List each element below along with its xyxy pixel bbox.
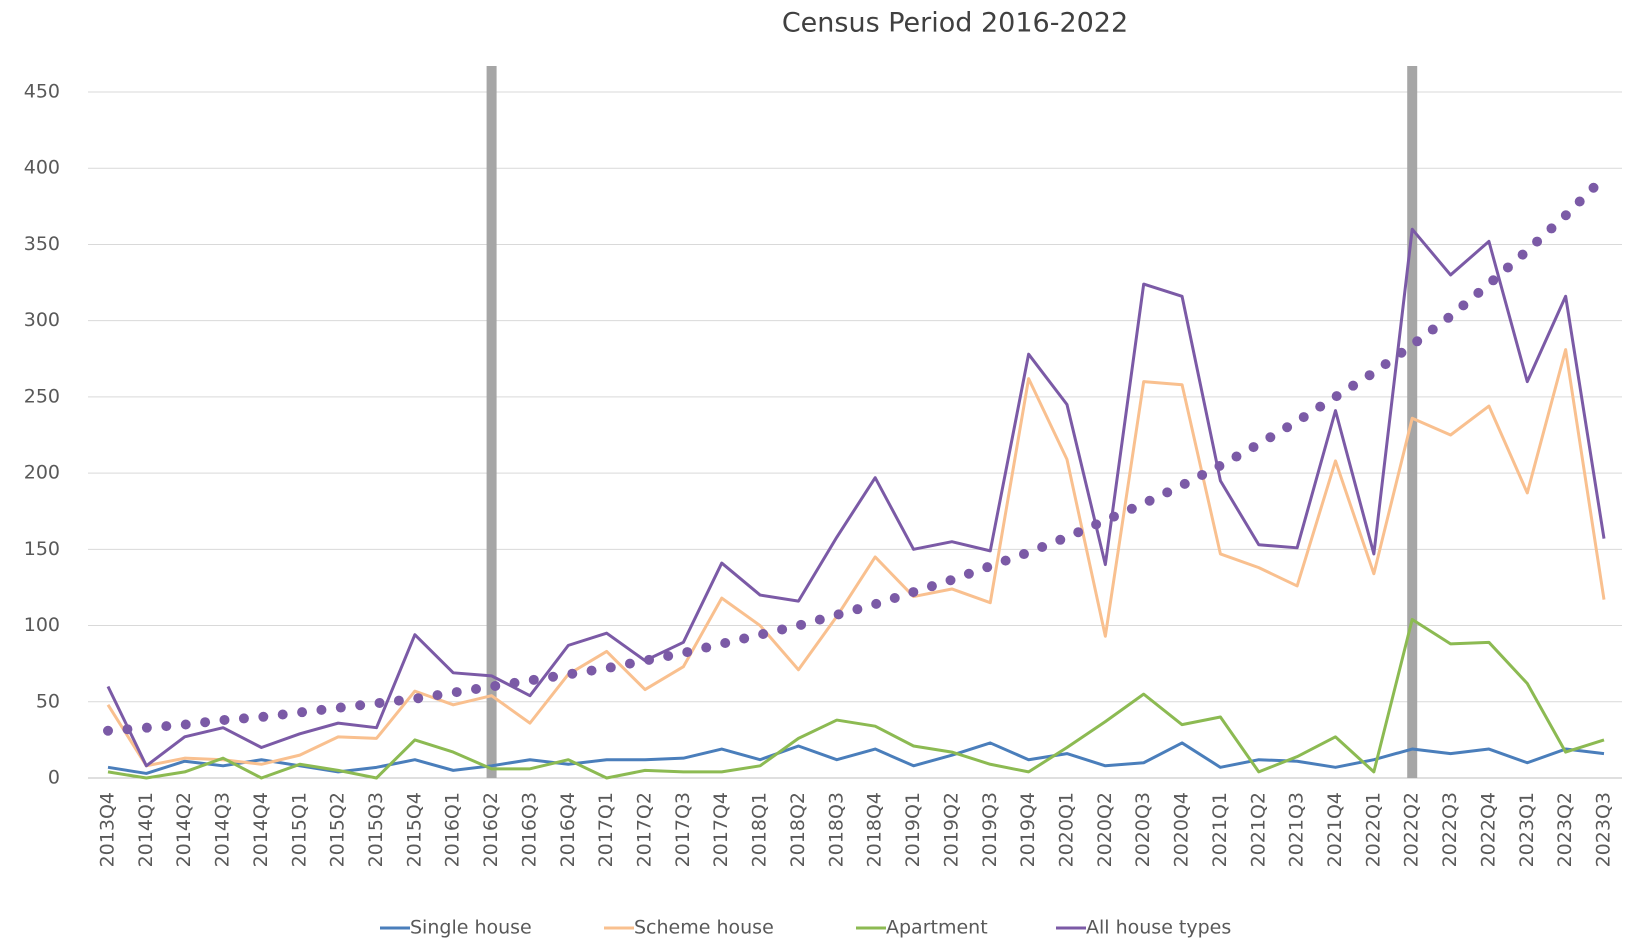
y-tick-label: 0 [48,767,60,789]
x-tick-label: 2023Q1 [1516,792,1538,867]
x-tick-label: 2016Q4 [557,792,579,867]
x-tick-label: 2021Q4 [1324,792,1346,867]
y-tick-label: 350 [24,233,60,255]
series-line [107,741,1605,775]
legend-label: Single house [410,917,532,939]
x-tick-label: 2014Q3 [212,792,234,867]
series-line [106,348,1606,768]
x-tick-label: 2020Q1 [1055,792,1077,867]
y-tick-label: 100 [24,614,60,636]
x-tick-label: 2020Q3 [1132,792,1154,867]
y-tick-label: 300 [24,309,60,331]
x-tick-label: 2021Q3 [1286,792,1308,867]
x-tick-label: 2016Q2 [480,792,502,867]
x-tick-label: 2023Q2 [1554,792,1576,867]
x-tick-label: 2018Q4 [864,792,886,867]
x-tick-label: 2022Q4 [1477,792,1499,867]
y-tick-label: 400 [24,157,60,179]
legend-label: All house types [1086,917,1231,939]
x-tick-label: 2015Q2 [327,792,349,867]
x-tick-label: 2021Q2 [1247,792,1269,867]
x-tick-label: 2015Q4 [403,792,425,867]
x-tick-label: 2014Q4 [250,792,272,867]
x-tick-label: 2020Q4 [1171,792,1193,867]
x-tick-label: 2018Q1 [749,792,771,867]
y-tick-label: 450 [24,81,60,103]
x-tick-label: 2017Q2 [634,792,656,867]
series-line [107,617,1605,780]
x-tick-label: 2017Q3 [672,792,694,867]
x-tick-label: 2020Q2 [1094,792,1116,867]
chart-title: Census Period 2016-2022 [782,8,1128,39]
x-tick-label: 2022Q2 [1401,792,1423,867]
x-tick-label: 2019Q3 [979,792,1001,867]
x-tick-label: 2019Q2 [940,792,962,867]
series-line [106,227,1606,768]
legend-label: Scheme house [634,917,774,939]
x-tick-label: 2014Q2 [173,792,195,867]
x-tick-label: 2018Q3 [825,792,847,867]
x-tick-label: 2019Q1 [902,792,924,867]
x-tick-label: 2022Q1 [1362,792,1384,867]
y-tick-label: 250 [24,385,60,407]
x-tick-label: 2019Q4 [1017,792,1039,867]
x-tick-label: 2023Q3 [1593,792,1615,867]
x-tick-label: 2015Q1 [288,792,310,867]
x-tick-label: 2021Q1 [1209,792,1231,867]
x-tick-label: 2018Q2 [787,792,809,867]
x-tick-label: 2016Q1 [442,792,464,867]
y-tick-label: 200 [24,462,60,484]
y-tick-label: 150 [24,538,60,560]
x-tick-label: 2014Q1 [135,792,157,867]
x-tick-label: 2017Q1 [595,792,617,867]
x-tick-label: 2022Q3 [1439,792,1461,867]
trendline [103,172,1609,736]
x-tick-label: 2016Q3 [518,792,540,867]
legend-label: Apartment [886,917,988,939]
y-tick-label: 50 [36,690,60,712]
x-tick-label: 2017Q4 [710,792,732,867]
x-tick-label: 2015Q3 [365,792,387,867]
x-tick-label: 2013Q4 [97,792,119,867]
